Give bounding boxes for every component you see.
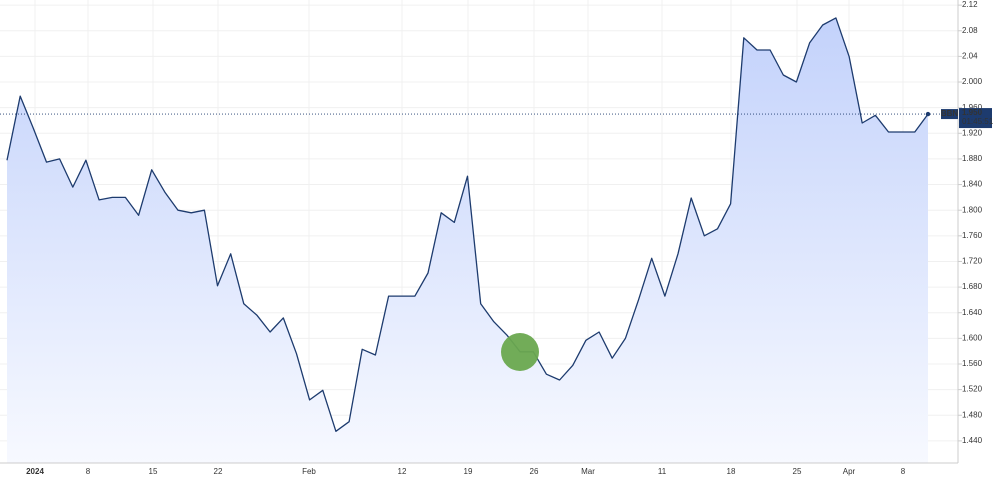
y-tick-label: 2.12 (962, 0, 978, 9)
y-tick-label: 1.600 (962, 333, 983, 342)
y-tick-label: 1.640 (962, 308, 983, 317)
x-tick-label: Mar (581, 467, 595, 476)
last-price-label: 1.950 (962, 108, 983, 117)
price-line (6, 17, 929, 432)
x-tick-label: 8 (86, 467, 91, 476)
x-tick-label: 22 (214, 467, 223, 476)
y-tick-label: 1.960 (962, 103, 983, 112)
symbol-label: BBN (941, 109, 959, 118)
highlight-marker (501, 333, 539, 371)
y-tick-label: 1.920 (962, 128, 983, 137)
x-tick-label: Feb (302, 467, 316, 476)
y-tick-label: 1.680 (962, 282, 983, 291)
y-tick-label: 2.000 (962, 77, 983, 86)
countdown-label: 01:45:51 (962, 117, 994, 126)
x-tick-label: 11 (658, 467, 667, 476)
price-box (959, 108, 992, 129)
x-tick-label: 8 (901, 467, 906, 476)
x-tick-label: 25 (793, 467, 802, 476)
y-tick-label: 2.08 (962, 26, 978, 35)
y-tick-label: 1.760 (962, 231, 983, 240)
y-tick-label: 2.04 (962, 52, 978, 61)
y-tick-label: 1.480 (962, 410, 983, 419)
y-tick-label: 1.520 (962, 385, 983, 394)
x-tick-label: 18 (727, 467, 736, 476)
y-tick-label: 1.720 (962, 257, 983, 266)
symbol-box (941, 109, 958, 120)
x-tick-label: 12 (398, 467, 407, 476)
x-tick-label: 15 (149, 467, 158, 476)
x-tick-label: 2024 (26, 467, 44, 476)
y-tick-label: 1.800 (962, 205, 983, 214)
y-tick-label: 1.440 (962, 436, 983, 445)
x-tick-label: 26 (530, 467, 539, 476)
x-tick-label: 19 (464, 467, 473, 476)
y-tick-label: 1.560 (962, 359, 983, 368)
y-tick-label: 1.840 (962, 180, 983, 189)
last-price-dot (925, 111, 931, 117)
area-fill (7, 17, 928, 464)
y-tick-label: 1.880 (962, 154, 983, 163)
x-tick-label: Apr (843, 467, 856, 476)
